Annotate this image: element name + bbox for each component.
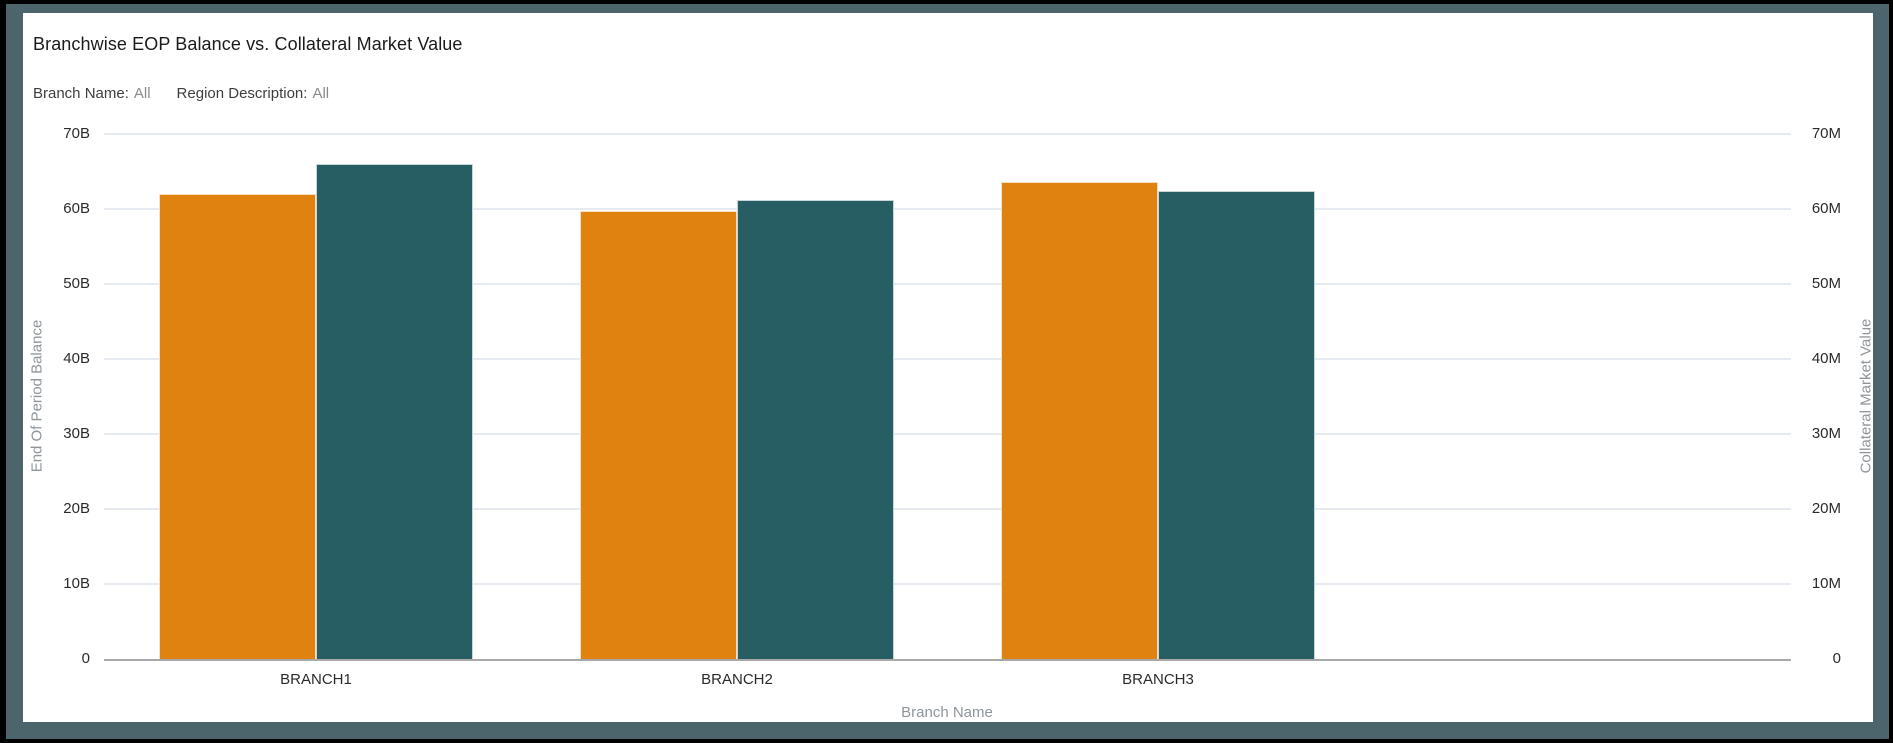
widget-frame: Branchwise EOP Balance vs. Collateral Ma…	[6, 4, 1889, 739]
y-axis-right-tick-label: 70M	[1811, 125, 1841, 142]
filter-region-description-value: All	[312, 85, 330, 102]
y-axis-right-tick-label: 40M	[1811, 350, 1841, 367]
y-axis-right-tick-label: 10M	[1811, 575, 1841, 592]
y-axis-left-tick-label: 40B	[63, 350, 90, 367]
gridline	[104, 583, 1791, 585]
y-axis-left-title: End Of Period Balance	[28, 319, 46, 473]
bar-branch3-collateral-market-value[interactable]	[1158, 191, 1315, 659]
y-axis-right-tick-label: 60M	[1811, 200, 1841, 217]
x-axis-tick-label-branch3: BRANCH3	[1122, 671, 1194, 688]
y-axis-right-tick-label: 0	[1832, 650, 1841, 667]
y-axis-left-tick-label: 70B	[63, 125, 90, 142]
y-axis-right-tick-label: 50M	[1811, 275, 1841, 292]
y-axis-left-tick-label: 20B	[63, 500, 90, 517]
gridline	[104, 358, 1791, 360]
bar-branch2-eop-balance[interactable]	[580, 211, 737, 659]
filter-region-description: Region Description: All	[177, 85, 330, 102]
bar-branch2-collateral-market-value[interactable]	[737, 200, 894, 659]
filter-branch-name: Branch Name: All	[33, 85, 151, 102]
bar-branch3-eop-balance[interactable]	[1001, 182, 1158, 659]
bar-branch1-collateral-market-value[interactable]	[316, 164, 473, 659]
x-axis-line	[104, 659, 1791, 661]
y-axis-right-title: Collateral Market Value	[1857, 318, 1875, 474]
y-axis-left-tick-label: 0	[81, 650, 90, 667]
gridline	[104, 133, 1791, 135]
x-axis-title: Branch Name	[901, 704, 993, 721]
x-axis-tick-label-branch2: BRANCH2	[701, 671, 773, 688]
y-axis-right-tick-label: 20M	[1811, 500, 1841, 517]
gridline	[104, 208, 1791, 210]
filter-summary: Branch Name: All Region Description: All	[33, 85, 329, 102]
gridline	[104, 433, 1791, 435]
y-axis-right-tick-label: 30M	[1811, 425, 1841, 442]
filter-branch-name-label: Branch Name:	[33, 85, 129, 102]
y-axis-left-tick-label: 50B	[63, 275, 90, 292]
filter-region-description-label: Region Description:	[176, 85, 308, 102]
plot-area	[104, 133, 1791, 661]
chart-card: Branchwise EOP Balance vs. Collateral Ma…	[23, 13, 1875, 722]
x-axis-tick-label-branch1: BRANCH1	[280, 671, 352, 688]
y-axis-left-tick-label: 60B	[63, 200, 90, 217]
gridline	[104, 508, 1791, 510]
y-axis-left-tick-label: 10B	[63, 575, 90, 592]
y-axis-left-tick-label: 30B	[63, 425, 90, 442]
chart-title: Branchwise EOP Balance vs. Collateral Ma…	[33, 34, 463, 54]
gridline	[104, 283, 1791, 285]
filter-branch-name-value: All	[133, 85, 151, 102]
bar-branch1-eop-balance[interactable]	[159, 194, 316, 659]
